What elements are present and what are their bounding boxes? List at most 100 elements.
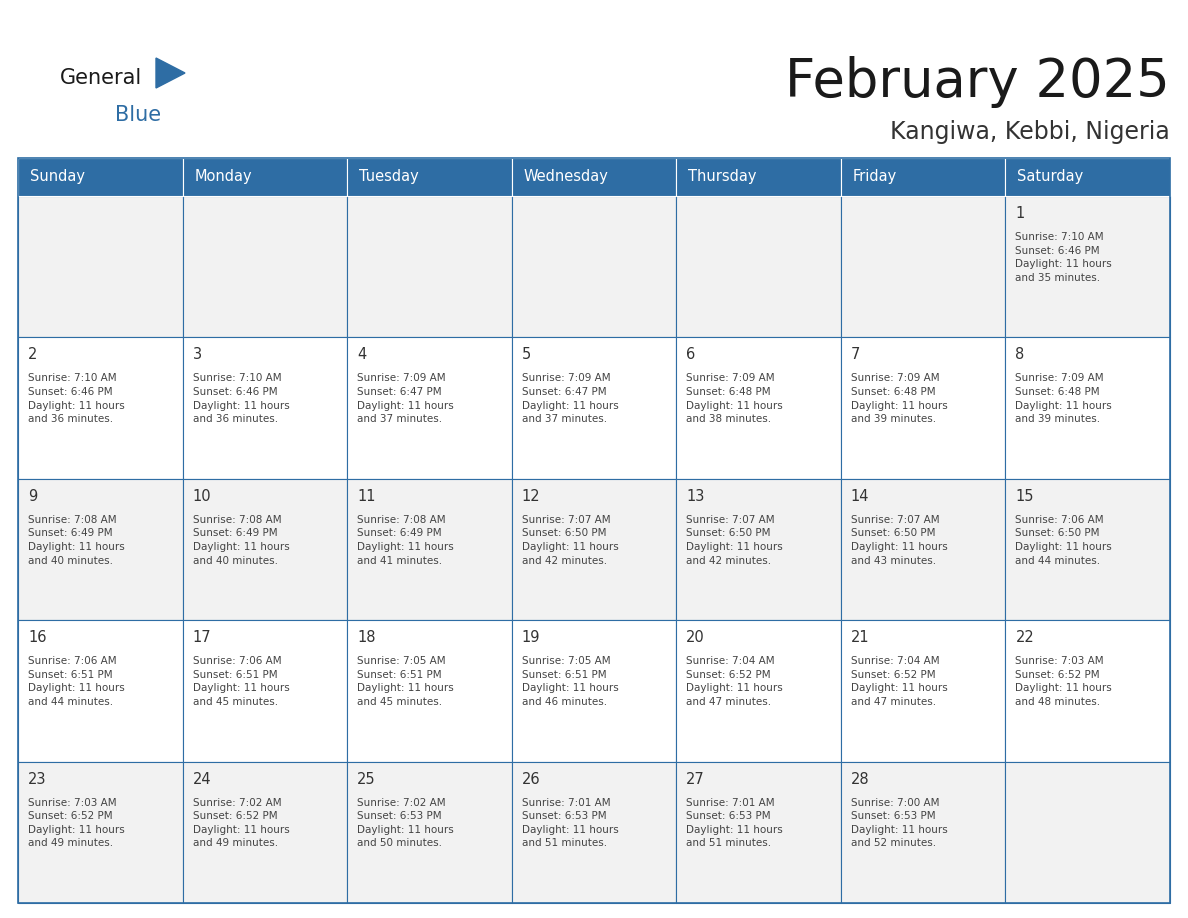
Bar	[512, 479, 676, 621]
Text: Wednesday: Wednesday	[524, 170, 608, 185]
Bar	[676, 338, 841, 479]
Text: 23: 23	[29, 772, 46, 787]
Bar	[18, 479, 183, 621]
Text: 3: 3	[192, 347, 202, 363]
Text: Sunrise: 7:07 AM
Sunset: 6:50 PM
Daylight: 11 hours
and 42 minutes.: Sunrise: 7:07 AM Sunset: 6:50 PM Dayligh…	[687, 515, 783, 565]
Bar	[1005, 479, 1170, 621]
Bar	[183, 621, 347, 762]
Text: Sunrise: 7:04 AM
Sunset: 6:52 PM
Daylight: 11 hours
and 47 minutes.: Sunrise: 7:04 AM Sunset: 6:52 PM Dayligh…	[687, 656, 783, 707]
Text: Tuesday: Tuesday	[359, 170, 419, 185]
Text: 25: 25	[358, 772, 375, 787]
Text: 2: 2	[29, 347, 37, 363]
Text: 16: 16	[29, 630, 46, 645]
Text: Sunrise: 7:02 AM
Sunset: 6:53 PM
Daylight: 11 hours
and 50 minutes.: Sunrise: 7:02 AM Sunset: 6:53 PM Dayligh…	[358, 798, 454, 848]
Text: 9: 9	[29, 488, 37, 504]
Text: Sunrise: 7:04 AM
Sunset: 6:52 PM
Daylight: 11 hours
and 47 minutes.: Sunrise: 7:04 AM Sunset: 6:52 PM Dayligh…	[851, 656, 948, 707]
Bar	[841, 762, 1005, 903]
Bar	[347, 479, 512, 621]
Bar	[183, 338, 347, 479]
Bar	[1005, 621, 1170, 762]
Bar	[841, 621, 1005, 762]
Text: Sunrise: 7:03 AM
Sunset: 6:52 PM
Daylight: 11 hours
and 48 minutes.: Sunrise: 7:03 AM Sunset: 6:52 PM Dayligh…	[1016, 656, 1112, 707]
Bar	[1005, 158, 1170, 196]
Text: Thursday: Thursday	[688, 170, 757, 185]
Bar	[1005, 196, 1170, 338]
Bar	[676, 762, 841, 903]
Text: Sunrise: 7:09 AM
Sunset: 6:47 PM
Daylight: 11 hours
and 37 minutes.: Sunrise: 7:09 AM Sunset: 6:47 PM Dayligh…	[358, 374, 454, 424]
Text: 24: 24	[192, 772, 211, 787]
Text: 17: 17	[192, 630, 211, 645]
Text: 22: 22	[1016, 630, 1035, 645]
Text: Sunrise: 7:01 AM
Sunset: 6:53 PM
Daylight: 11 hours
and 51 minutes.: Sunrise: 7:01 AM Sunset: 6:53 PM Dayligh…	[522, 798, 619, 848]
Bar	[18, 196, 183, 338]
Text: 12: 12	[522, 488, 541, 504]
Polygon shape	[156, 58, 185, 88]
Bar	[183, 762, 347, 903]
Bar	[841, 338, 1005, 479]
Bar	[1005, 762, 1170, 903]
Text: Sunrise: 7:08 AM
Sunset: 6:49 PM
Daylight: 11 hours
and 40 minutes.: Sunrise: 7:08 AM Sunset: 6:49 PM Dayligh…	[29, 515, 125, 565]
Text: Sunrise: 7:10 AM
Sunset: 6:46 PM
Daylight: 11 hours
and 36 minutes.: Sunrise: 7:10 AM Sunset: 6:46 PM Dayligh…	[192, 374, 290, 424]
Text: 18: 18	[358, 630, 375, 645]
Text: Blue: Blue	[115, 105, 162, 125]
Bar	[841, 479, 1005, 621]
Text: Sunrise: 7:10 AM
Sunset: 6:46 PM
Daylight: 11 hours
and 36 minutes.: Sunrise: 7:10 AM Sunset: 6:46 PM Dayligh…	[29, 374, 125, 424]
Text: 11: 11	[358, 488, 375, 504]
Text: 26: 26	[522, 772, 541, 787]
Text: 20: 20	[687, 630, 704, 645]
Bar	[183, 479, 347, 621]
Text: 13: 13	[687, 488, 704, 504]
Bar	[347, 338, 512, 479]
Bar	[512, 621, 676, 762]
Text: February 2025: February 2025	[785, 56, 1170, 108]
Text: Sunrise: 7:07 AM
Sunset: 6:50 PM
Daylight: 11 hours
and 43 minutes.: Sunrise: 7:07 AM Sunset: 6:50 PM Dayligh…	[851, 515, 948, 565]
Text: 28: 28	[851, 772, 870, 787]
Bar	[347, 762, 512, 903]
Bar	[183, 196, 347, 338]
Bar	[841, 158, 1005, 196]
Text: Sunrise: 7:06 AM
Sunset: 6:51 PM
Daylight: 11 hours
and 44 minutes.: Sunrise: 7:06 AM Sunset: 6:51 PM Dayligh…	[29, 656, 125, 707]
Bar	[676, 196, 841, 338]
Text: Sunrise: 7:08 AM
Sunset: 6:49 PM
Daylight: 11 hours
and 40 minutes.: Sunrise: 7:08 AM Sunset: 6:49 PM Dayligh…	[192, 515, 290, 565]
Bar	[512, 158, 676, 196]
Text: 14: 14	[851, 488, 870, 504]
Text: Sunrise: 7:09 AM
Sunset: 6:47 PM
Daylight: 11 hours
and 37 minutes.: Sunrise: 7:09 AM Sunset: 6:47 PM Dayligh…	[522, 374, 619, 424]
Text: 8: 8	[1016, 347, 1025, 363]
Text: Sunrise: 7:01 AM
Sunset: 6:53 PM
Daylight: 11 hours
and 51 minutes.: Sunrise: 7:01 AM Sunset: 6:53 PM Dayligh…	[687, 798, 783, 848]
Text: General: General	[61, 68, 143, 88]
Bar	[512, 196, 676, 338]
Text: Saturday: Saturday	[1017, 170, 1083, 185]
Text: Sunrise: 7:05 AM
Sunset: 6:51 PM
Daylight: 11 hours
and 45 minutes.: Sunrise: 7:05 AM Sunset: 6:51 PM Dayligh…	[358, 656, 454, 707]
Bar	[512, 338, 676, 479]
Bar	[512, 762, 676, 903]
Text: 4: 4	[358, 347, 366, 363]
Bar	[18, 158, 1170, 903]
Text: Sunrise: 7:06 AM
Sunset: 6:50 PM
Daylight: 11 hours
and 44 minutes.: Sunrise: 7:06 AM Sunset: 6:50 PM Dayligh…	[1016, 515, 1112, 565]
Text: 1: 1	[1016, 206, 1025, 221]
Text: 19: 19	[522, 630, 541, 645]
Text: Sunrise: 7:09 AM
Sunset: 6:48 PM
Daylight: 11 hours
and 39 minutes.: Sunrise: 7:09 AM Sunset: 6:48 PM Dayligh…	[851, 374, 948, 424]
Text: 10: 10	[192, 488, 211, 504]
Text: Kangiwa, Kebbi, Nigeria: Kangiwa, Kebbi, Nigeria	[890, 120, 1170, 144]
Bar	[347, 621, 512, 762]
Text: 27: 27	[687, 772, 704, 787]
Bar	[347, 196, 512, 338]
Text: 21: 21	[851, 630, 870, 645]
Bar	[676, 158, 841, 196]
Text: Sunrise: 7:03 AM
Sunset: 6:52 PM
Daylight: 11 hours
and 49 minutes.: Sunrise: 7:03 AM Sunset: 6:52 PM Dayligh…	[29, 798, 125, 848]
Text: Sunrise: 7:00 AM
Sunset: 6:53 PM
Daylight: 11 hours
and 52 minutes.: Sunrise: 7:00 AM Sunset: 6:53 PM Dayligh…	[851, 798, 948, 848]
Text: Monday: Monday	[195, 170, 252, 185]
Bar	[18, 158, 183, 196]
Bar	[841, 196, 1005, 338]
Text: 5: 5	[522, 347, 531, 363]
Bar	[183, 158, 347, 196]
Text: Sunday: Sunday	[30, 170, 86, 185]
Text: 15: 15	[1016, 488, 1034, 504]
Text: Sunrise: 7:07 AM
Sunset: 6:50 PM
Daylight: 11 hours
and 42 minutes.: Sunrise: 7:07 AM Sunset: 6:50 PM Dayligh…	[522, 515, 619, 565]
Text: Friday: Friday	[853, 170, 897, 185]
Text: Sunrise: 7:08 AM
Sunset: 6:49 PM
Daylight: 11 hours
and 41 minutes.: Sunrise: 7:08 AM Sunset: 6:49 PM Dayligh…	[358, 515, 454, 565]
Bar	[1005, 338, 1170, 479]
Bar	[347, 158, 512, 196]
Bar	[18, 338, 183, 479]
Bar	[676, 621, 841, 762]
